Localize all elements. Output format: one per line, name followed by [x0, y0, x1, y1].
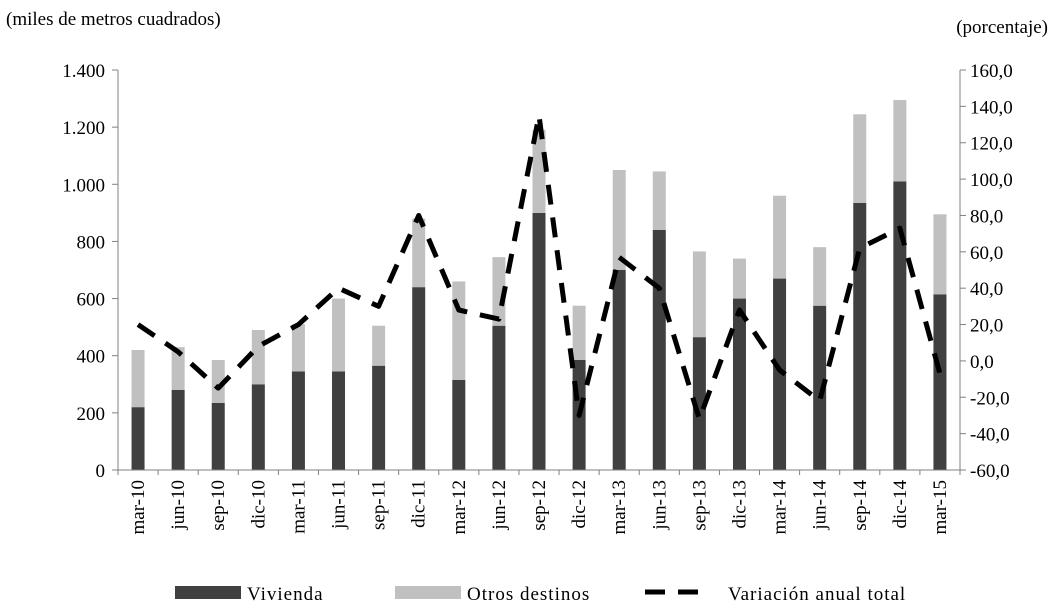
bar-vivienda-sep-10 [211, 402, 225, 470]
x-tick-label-dic-10: dic-10 [248, 480, 269, 529]
x-tick-label-jun-13: jun-13 [649, 480, 670, 531]
left-tick-label: 400 [77, 347, 106, 368]
bar-otros-destinos-jun-11 [332, 298, 346, 372]
bar-vivienda-mar-13 [612, 270, 626, 470]
bar-otros-destinos-mar-13 [612, 170, 626, 270]
bar-vivienda-jun-12 [492, 325, 506, 470]
x-tick-label-mar-12: mar-12 [449, 480, 470, 535]
x-tick-label-mar-14: mar-14 [770, 480, 791, 535]
bar-otros-destinos-sep-13 [692, 251, 706, 338]
x-tick-label-mar-11: mar-11 [288, 480, 309, 534]
left-tick-label: 0 [96, 461, 106, 482]
bar-vivienda-jun-14 [813, 305, 827, 470]
x-tick-label-dic-14: dic-14 [890, 480, 911, 529]
bar-vivienda-mar-11 [291, 371, 305, 470]
bar-vivienda-mar-10 [131, 407, 145, 470]
line-layer [136, 112, 943, 422]
right-tick-label: 120,0 [970, 134, 1013, 155]
x-tick-label-dic-11: dic-11 [409, 480, 430, 528]
right-tick-label: -40,0 [970, 425, 1010, 446]
bar-otros-destinos-jun-13 [652, 171, 666, 230]
x-tick-label-mar-13: mar-13 [609, 480, 630, 535]
bar-vivienda-mar-12 [452, 380, 466, 470]
right-tick-label: 40,0 [970, 279, 1003, 300]
legend-label-otros-destinos: Otros destinos [467, 584, 590, 605]
x-tick-label-jun-11: jun-11 [329, 480, 350, 530]
bar-vivienda-sep-13 [692, 337, 706, 470]
bar-vivienda-jun-11 [332, 371, 346, 470]
right-tick-label: 0,0 [970, 352, 994, 373]
right-tick-label: -60,0 [970, 461, 1010, 482]
left-tick-label: 1.000 [62, 175, 105, 196]
bar-otros-destinos-mar-12 [452, 281, 466, 380]
bar-vivienda-dic-11 [412, 287, 426, 470]
right-tick-label: 160,0 [970, 61, 1013, 82]
legend-label-vivienda: Vivienda [247, 584, 324, 605]
bar-otros-destinos-mar-10 [131, 350, 145, 408]
right-tick-label: 20,0 [970, 316, 1003, 337]
right-tick-label: 140,0 [970, 97, 1013, 118]
bar-otros-destinos-sep-11 [372, 325, 386, 366]
line-variacion-anual-total [136, 112, 943, 422]
bar-vivienda-jun-10 [171, 390, 185, 470]
bar-vivienda-dic-13 [732, 298, 746, 470]
left-tick-label: 200 [77, 404, 106, 425]
bar-otros-destinos-mar-15 [933, 214, 947, 295]
bar-otros-destinos-dic-11 [412, 218, 426, 288]
legend: Vivienda Otros destinos Variación anual to… [175, 584, 906, 605]
bar-otros-destinos-jun-14 [813, 247, 827, 306]
right-tick-label: 100,0 [970, 170, 1013, 191]
bar-vivienda-sep-14 [853, 202, 867, 470]
x-tick-label-jun-12: jun-12 [489, 480, 510, 531]
bar-vivienda-dic-14 [893, 181, 907, 470]
x-tick-label-jun-10: jun-10 [168, 480, 189, 531]
x-tick-label-dic-12: dic-12 [569, 480, 590, 529]
bar-otros-destinos-jun-12 [492, 257, 506, 326]
bar-otros-destinos-dic-14 [893, 100, 907, 182]
x-tick-label-sep-13: sep-13 [689, 480, 710, 531]
left-tick-label: 800 [77, 232, 106, 253]
right-tick-label: -20,0 [970, 388, 1010, 409]
legend-swatch-vivienda [175, 586, 241, 599]
x-tick-label-jun-14: jun-14 [810, 480, 831, 531]
right-axis-unit-label: (porcentaje) [956, 17, 1048, 38]
bar-otros-destinos-mar-14 [773, 195, 787, 279]
x-tick-label-mar-10: mar-10 [128, 480, 149, 535]
bar-otros-destinos-sep-12 [532, 130, 546, 213]
right-tick-label: 80,0 [970, 206, 1003, 227]
x-tick-label-sep-10: sep-10 [208, 480, 229, 531]
right-tick-label: 60,0 [970, 243, 1003, 264]
bar-vivienda-mar-14 [773, 278, 787, 470]
left-axis-unit-label: (miles de metros cuadrados) [6, 9, 221, 30]
bar-vivienda-sep-11 [372, 365, 386, 470]
legend-label-variacion-anual-total: Variación anual total [728, 584, 906, 605]
bar-otros-destinos-dic-12 [572, 305, 586, 360]
bar-vivienda-jun-13 [652, 230, 666, 470]
x-tick-label-sep-11: sep-11 [369, 480, 390, 530]
left-tick-label: 1.400 [62, 61, 105, 82]
bar-otros-destinos-sep-10 [211, 360, 225, 403]
bar-otros-destinos-dic-10 [251, 330, 265, 385]
x-tick-label-sep-12: sep-12 [529, 480, 550, 531]
bar-otros-destinos-mar-11 [291, 324, 305, 372]
bar-otros-destinos-dic-13 [732, 258, 746, 299]
bar-otros-destinos-sep-14 [853, 114, 867, 203]
bar-vivienda-mar-15 [933, 294, 947, 470]
left-tick-label: 600 [77, 290, 106, 311]
left-tick-label: 1.200 [62, 118, 105, 139]
axes-layer: 0 200 400 600 800 1.000 1.200 1.400 -60,0 -40,0 -2… [62, 61, 1013, 535]
x-tick-label-mar-15: mar-15 [930, 480, 951, 535]
bar-vivienda-dic-10 [251, 384, 265, 470]
legend-swatch-otros-destinos [395, 586, 461, 599]
x-tick-label-sep-14: sep-14 [850, 480, 871, 531]
bar-otros-destinos-jun-10 [171, 347, 185, 390]
bars-layer [131, 100, 947, 470]
bar-vivienda-sep-12 [532, 212, 546, 470]
x-tick-label-dic-13: dic-13 [729, 480, 750, 529]
